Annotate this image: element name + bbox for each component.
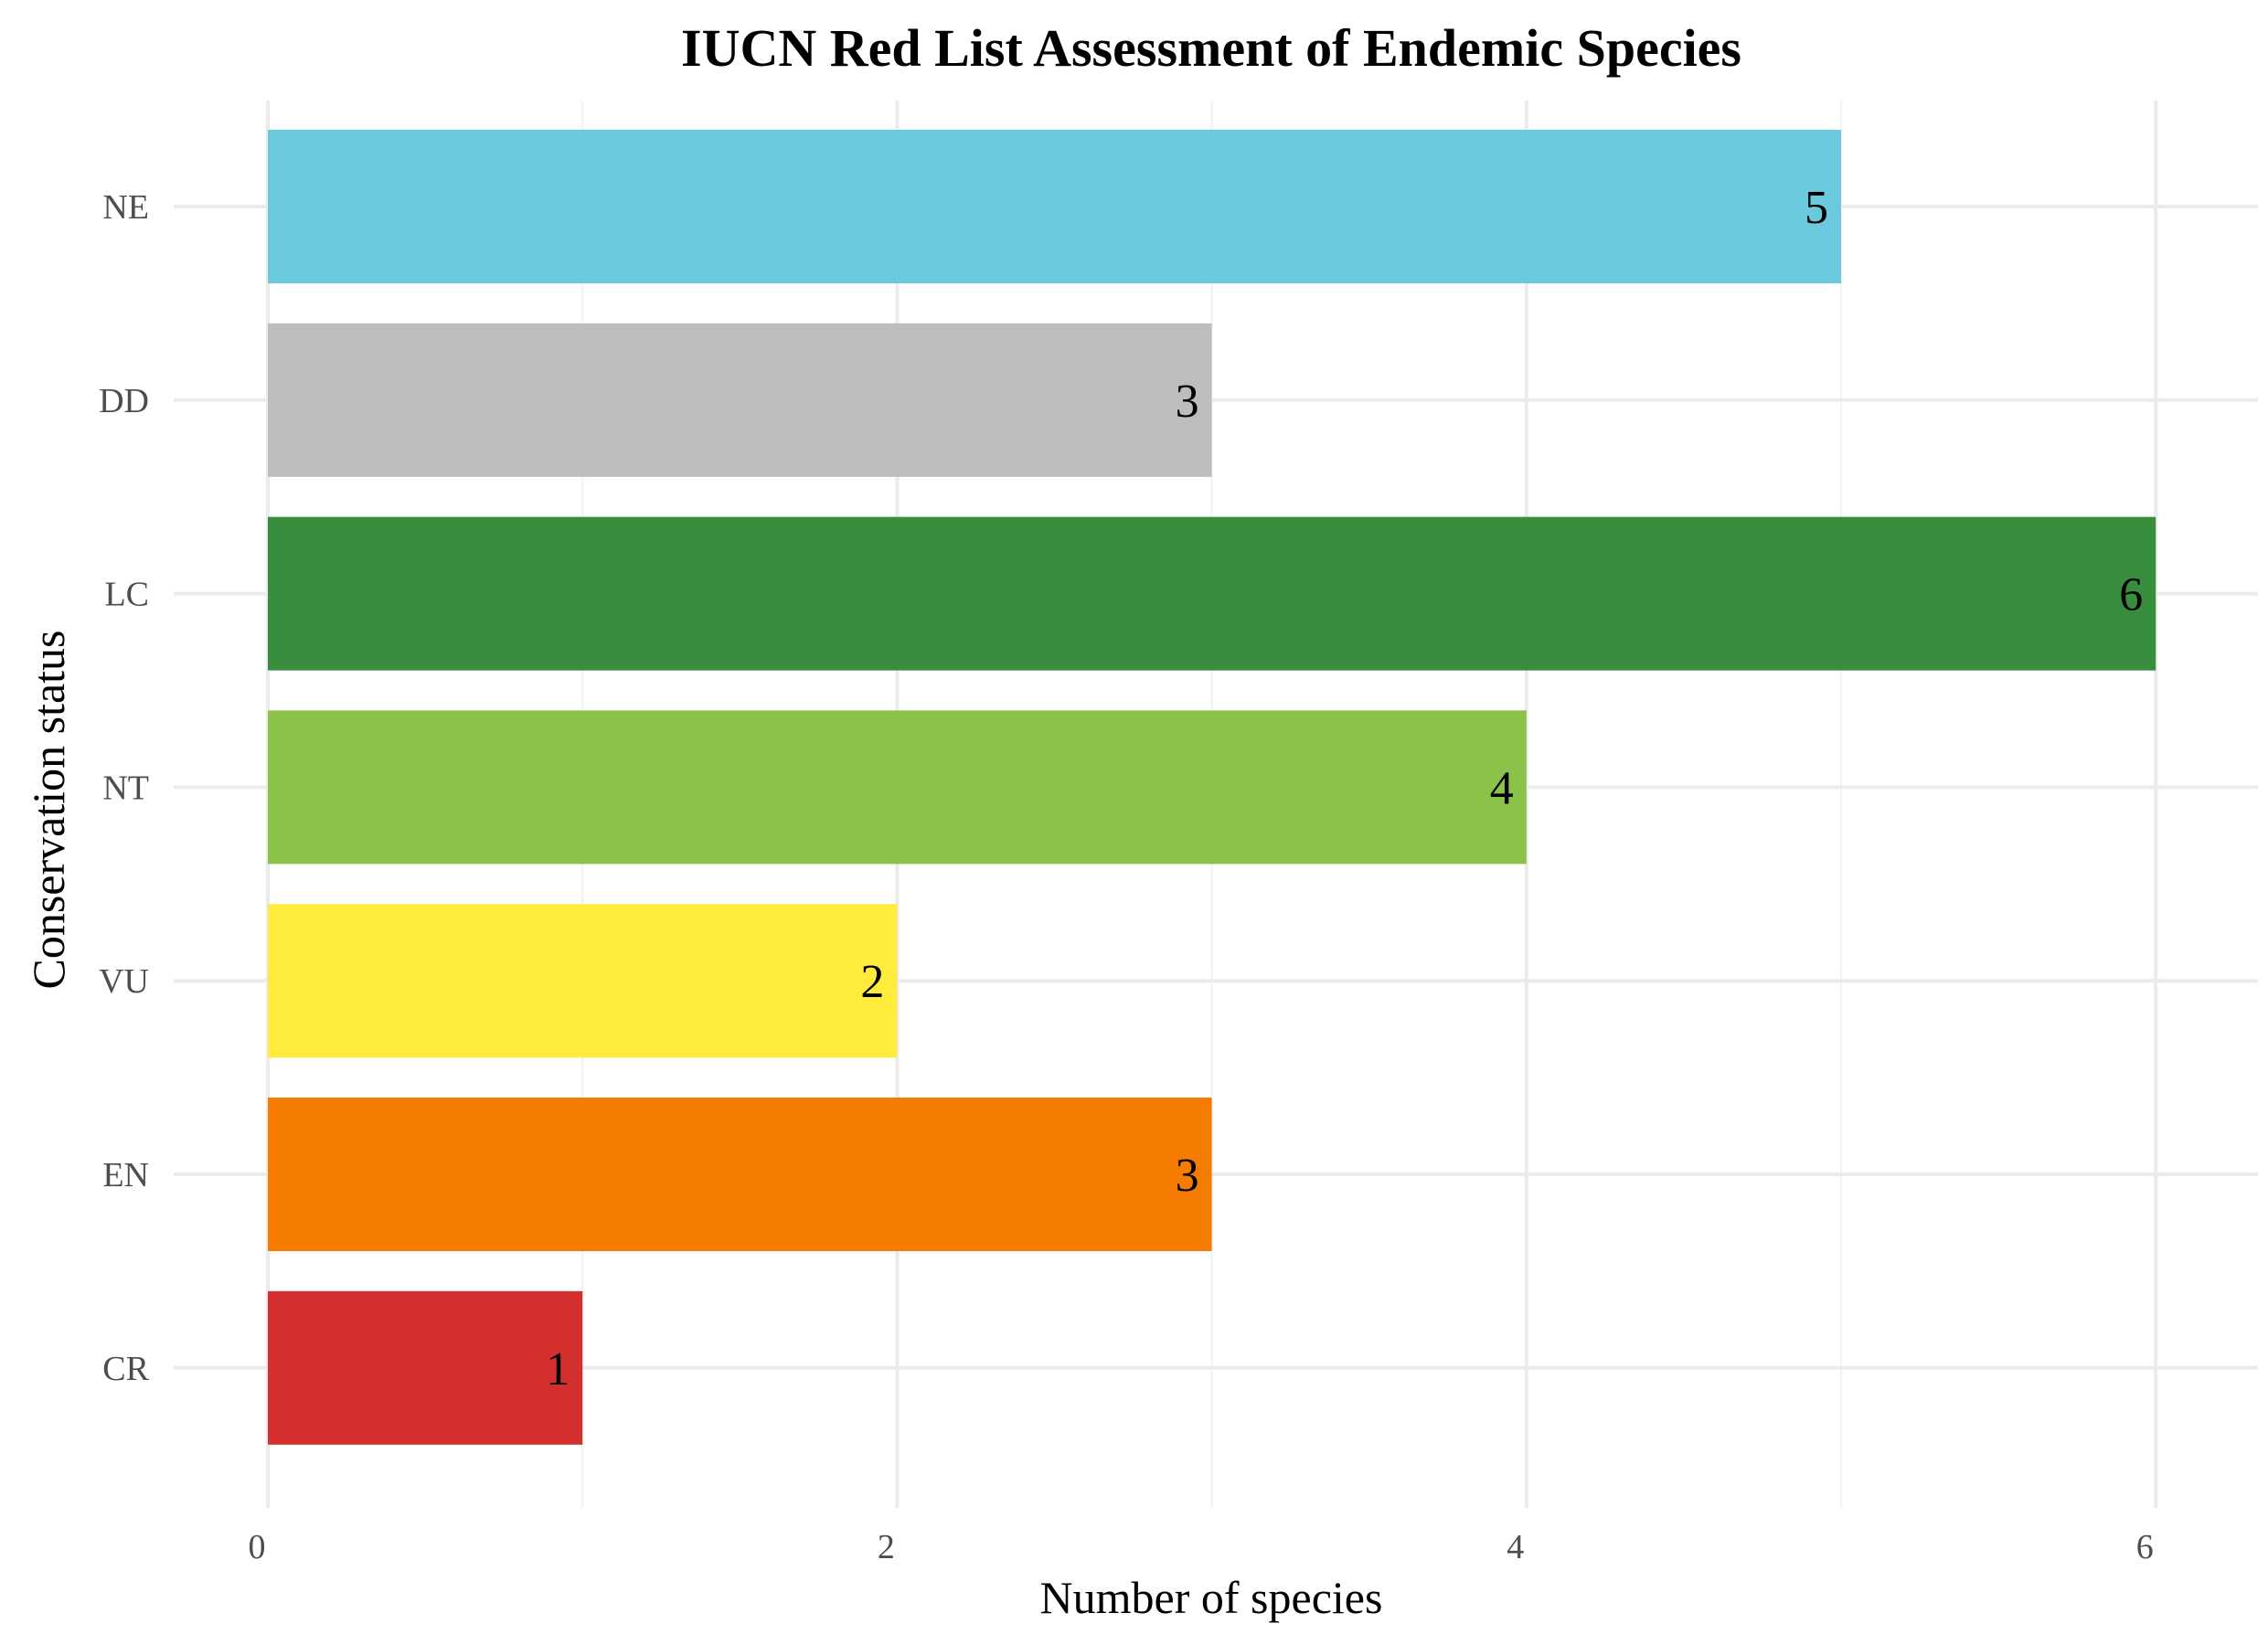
bar-vu	[268, 904, 898, 1058]
x-tick-label: 4	[1507, 1528, 1524, 1566]
bar-dd	[268, 323, 1212, 477]
y-tick-label-cr: CR	[102, 1350, 149, 1388]
y-tick-label-nt: NT	[102, 769, 149, 807]
bar-lc	[268, 516, 2156, 671]
y-tick-labels: CR EN VU NT LC DD NE	[99, 188, 150, 1388]
y-tick-label-lc: LC	[104, 576, 149, 614]
y-axis-title: Conservation status	[23, 630, 74, 989]
bar-cr	[268, 1290, 583, 1445]
y-tick-label-dd: DD	[99, 382, 149, 420]
bar-ne	[268, 130, 1841, 283]
y-tick-label-ne: NE	[102, 188, 149, 227]
x-tick-labels: 0 2 4 6	[249, 1528, 2154, 1566]
data-label-vu: 2	[860, 956, 884, 1008]
data-labels: 1 3 2 4 6 3 5	[546, 182, 2143, 1396]
y-tick-label-en: EN	[102, 1156, 149, 1194]
y-tick-label-vu: VU	[99, 962, 149, 1001]
data-label-cr: 1	[546, 1343, 570, 1396]
x-tick-label: 0	[249, 1528, 266, 1566]
x-axis-title: Number of species	[1040, 1572, 1383, 1623]
data-label-en: 3	[1176, 1150, 1199, 1202]
bar-en	[268, 1098, 1212, 1251]
data-label-dd: 3	[1176, 376, 1199, 428]
x-tick-label: 2	[878, 1528, 895, 1566]
data-label-nt: 4	[1490, 762, 1514, 814]
x-tick-label: 6	[2136, 1528, 2154, 1566]
chart-title: IUCN Red List Assessment of Endemic Spec…	[681, 18, 1741, 78]
bars	[268, 130, 2156, 1445]
data-label-lc: 6	[2119, 569, 2143, 621]
data-label-ne: 5	[1805, 182, 1828, 234]
bar-nt	[268, 710, 1527, 865]
